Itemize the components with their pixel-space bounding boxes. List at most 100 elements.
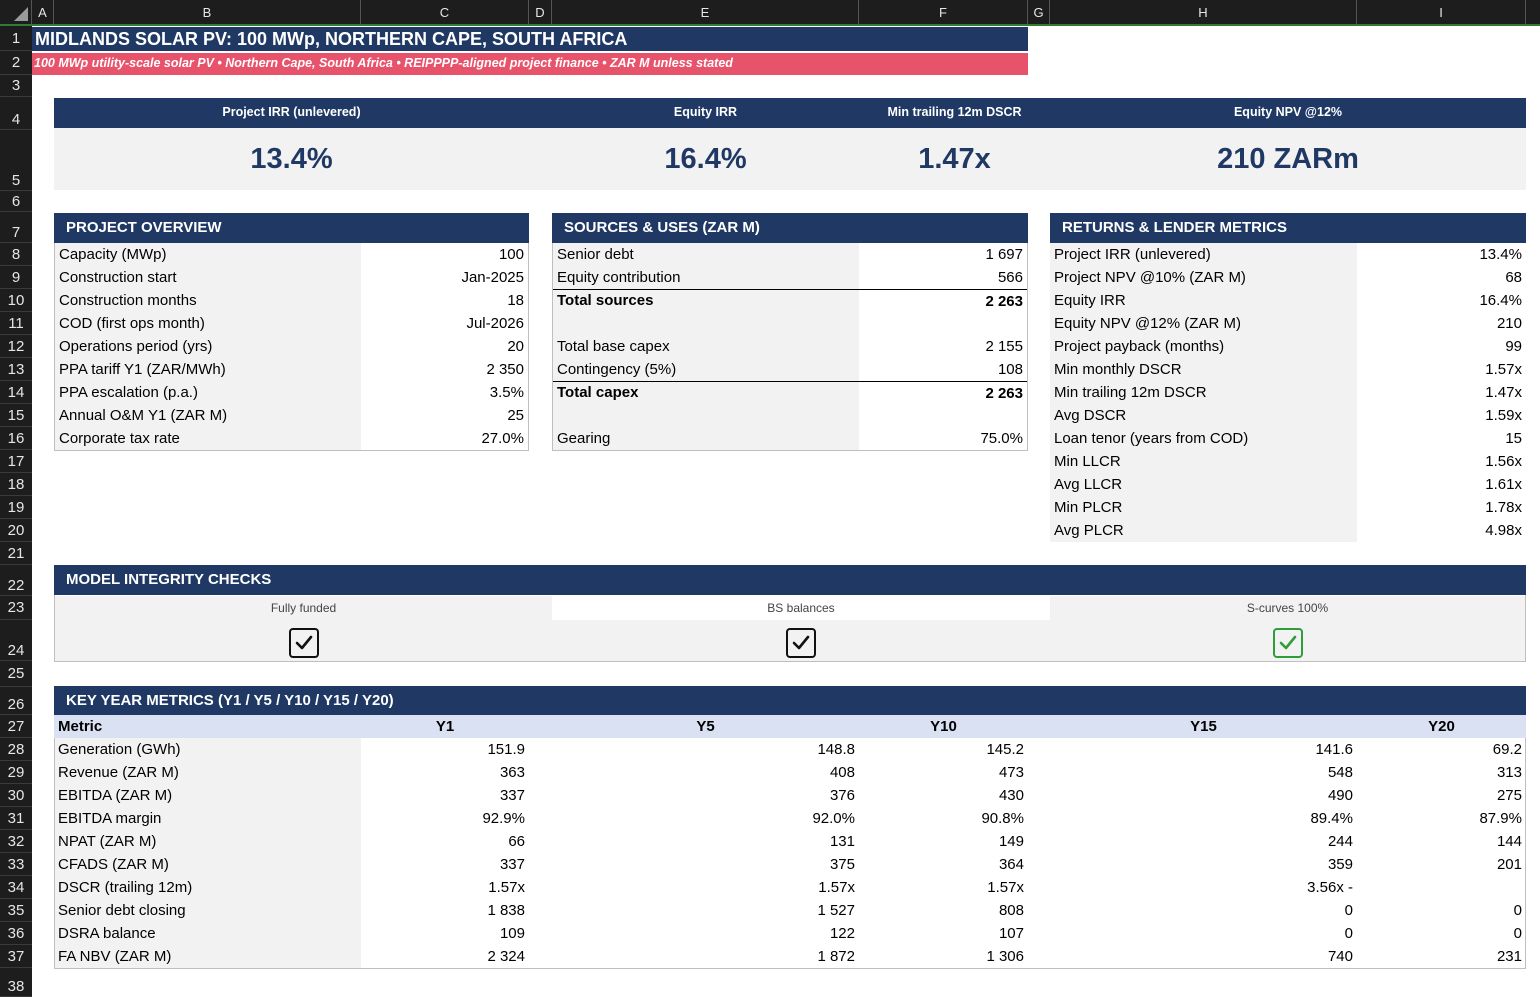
keyyear-value[interactable]: 89.4% [1310,810,1353,827]
row-header-10[interactable]: 10 [0,289,32,312]
keyyear-value[interactable]: 148.8 [817,741,855,758]
row-header-21[interactable]: 21 [0,542,32,565]
kpi-value-0[interactable]: 13.4% [54,128,529,190]
sources-row-value[interactable]: 566 [859,266,1027,289]
keyyear-value[interactable]: 0 [1513,902,1522,919]
returns-row-label[interactable]: Project NPV @10% (ZAR M) [1050,266,1357,289]
row-header-31[interactable]: 31 [0,807,32,830]
column-header-d[interactable]: D [529,0,552,24]
keyyear-row-label[interactable]: EBITDA (ZAR M) [54,784,361,807]
keyyear-header-y15[interactable]: Y15 [1190,718,1217,735]
returns-row-label[interactable]: Equity NPV @12% (ZAR M) [1050,312,1357,335]
keyyear-value[interactable]: 145.2 [986,741,1024,758]
row-header-13[interactable]: 13 [0,358,32,381]
keyyear-value[interactable]: 92.9% [482,810,525,827]
keyyear-value[interactable]: 548 [1327,764,1353,781]
row-header-23[interactable]: 23 [0,596,32,620]
keyyear-value[interactable]: 473 [998,764,1024,781]
sources-row-label[interactable] [553,312,859,335]
overview-row-value[interactable]: 100 [361,243,528,266]
overview-row-value[interactable]: Jan-2025 [361,266,528,289]
kpi-label-1[interactable]: Equity IRR [552,98,859,128]
row-header-32[interactable]: 32 [0,830,32,853]
row-header-33[interactable]: 33 [0,853,32,876]
returns-row-value[interactable]: 210 [1357,312,1526,335]
row-header-2[interactable]: 2 [0,51,32,75]
overview-row-label[interactable]: Operations period (yrs) [55,335,361,358]
row-header-11[interactable]: 11 [0,312,32,335]
keyyear-value[interactable]: 151.9 [487,741,525,758]
row-header-36[interactable]: 36 [0,922,32,945]
returns-section-title[interactable]: RETURNS & LENDER METRICS [1050,213,1526,243]
sources-row-label[interactable]: Contingency (5%) [553,358,859,381]
returns-row-value[interactable]: 13.4% [1357,243,1526,266]
keyyear-row-label[interactable]: Revenue (ZAR M) [54,761,361,784]
row-header-37[interactable]: 37 [0,945,32,968]
keyyear-row-label[interactable]: Generation (GWh) [54,738,361,761]
sources-row-value[interactable]: 108 [859,358,1027,381]
keyyear-value[interactable]: 131 [829,833,855,850]
row-header-14[interactable]: 14 [0,381,32,404]
returns-row-value[interactable]: 68 [1357,266,1526,289]
sources-row-value[interactable]: 2 263 [859,289,1027,312]
keyyear-value[interactable]: 1 872 [817,948,855,965]
row-header-6[interactable]: 6 [0,191,32,212]
keyyear-value[interactable]: 122 [829,925,855,942]
overview-row-value[interactable]: Jul-2026 [361,312,528,335]
keyyear-value[interactable]: 1.57x [488,879,525,896]
overview-row-label[interactable]: Annual O&M Y1 (ZAR M) [55,404,361,427]
row-header-4[interactable]: 4 [0,97,32,130]
keyyear-value[interactable]: 1.57x [818,879,855,896]
returns-row-value[interactable]: 1.47x [1357,381,1526,404]
keyyear-value[interactable]: 1 306 [986,948,1024,965]
keyyear-value[interactable]: 141.6 [1315,741,1353,758]
row-header-17[interactable]: 17 [0,450,32,473]
keyyear-row-label[interactable]: NPAT (ZAR M) [54,830,361,853]
keyyear-value[interactable]: 337 [499,787,525,804]
keyyear-value[interactable]: 87.9% [1479,810,1522,827]
select-all-corner[interactable] [0,0,32,24]
row-header-18[interactable]: 18 [0,473,32,496]
keyyear-value[interactable]: 69.2 [1492,741,1522,758]
check-label-0[interactable]: Fully funded [55,596,552,620]
keyyear-value[interactable]: 275 [1496,787,1522,804]
overview-row-value[interactable]: 18 [361,289,528,312]
returns-row-label[interactable]: Project payback (months) [1050,335,1357,358]
returns-row-label[interactable]: Min trailing 12m DSCR [1050,381,1357,404]
kpi-value-1[interactable]: 16.4% [552,128,859,190]
overview-section-title[interactable]: PROJECT OVERVIEW [54,213,529,243]
returns-row-label[interactable]: Min PLCR [1050,496,1357,519]
row-header-20[interactable]: 20 [0,519,32,542]
sources-row-label[interactable]: Total capex [553,381,859,404]
keyyear-value[interactable]: 90.8% [981,810,1024,827]
overview-row-value[interactable]: 2 350 [361,358,528,381]
overview-row-label[interactable]: Construction months [55,289,361,312]
keyyear-value[interactable]: 490 [1327,787,1353,804]
keyyear-value[interactable]: 107 [998,925,1024,942]
returns-row-label[interactable]: Min LLCR [1050,450,1357,473]
returns-row-value[interactable]: 4.98x [1357,519,1526,542]
keyyear-value[interactable]: 2 324 [487,948,525,965]
keyyear-value[interactable]: 430 [998,787,1024,804]
row-header-7[interactable]: 7 [0,212,32,243]
sources-row-label[interactable]: Equity contribution [553,266,859,289]
keyyear-value[interactable]: 92.0% [812,810,855,827]
sources-section-title[interactable]: SOURCES & USES (ZAR M) [552,213,1028,243]
keyyear-value[interactable]: 375 [829,856,855,873]
row-header-35[interactable]: 35 [0,899,32,922]
sources-row-value[interactable]: 2 155 [859,335,1027,358]
returns-row-label[interactable]: Avg LLCR [1050,473,1357,496]
keyyear-row-label[interactable]: DSRA balance [54,922,361,945]
returns-row-label[interactable]: Avg DSCR [1050,404,1357,427]
returns-row-label[interactable]: Loan tenor (years from COD) [1050,427,1357,450]
kpi-label-2[interactable]: Min trailing 12m DSCR [859,98,1050,128]
returns-row-label[interactable]: Avg PLCR [1050,519,1357,542]
overview-row-value[interactable]: 27.0% [361,427,528,450]
column-header-c[interactable]: C [361,0,529,24]
row-header-1[interactable]: 1 [0,26,32,51]
keyyear-value[interactable]: 337 [499,856,525,873]
column-header-a[interactable]: A [32,0,54,24]
column-header-e[interactable]: E [552,0,859,24]
kpi-value-2[interactable]: 1.47x [859,128,1050,190]
keyyear-value[interactable]: 0 [1513,925,1522,942]
